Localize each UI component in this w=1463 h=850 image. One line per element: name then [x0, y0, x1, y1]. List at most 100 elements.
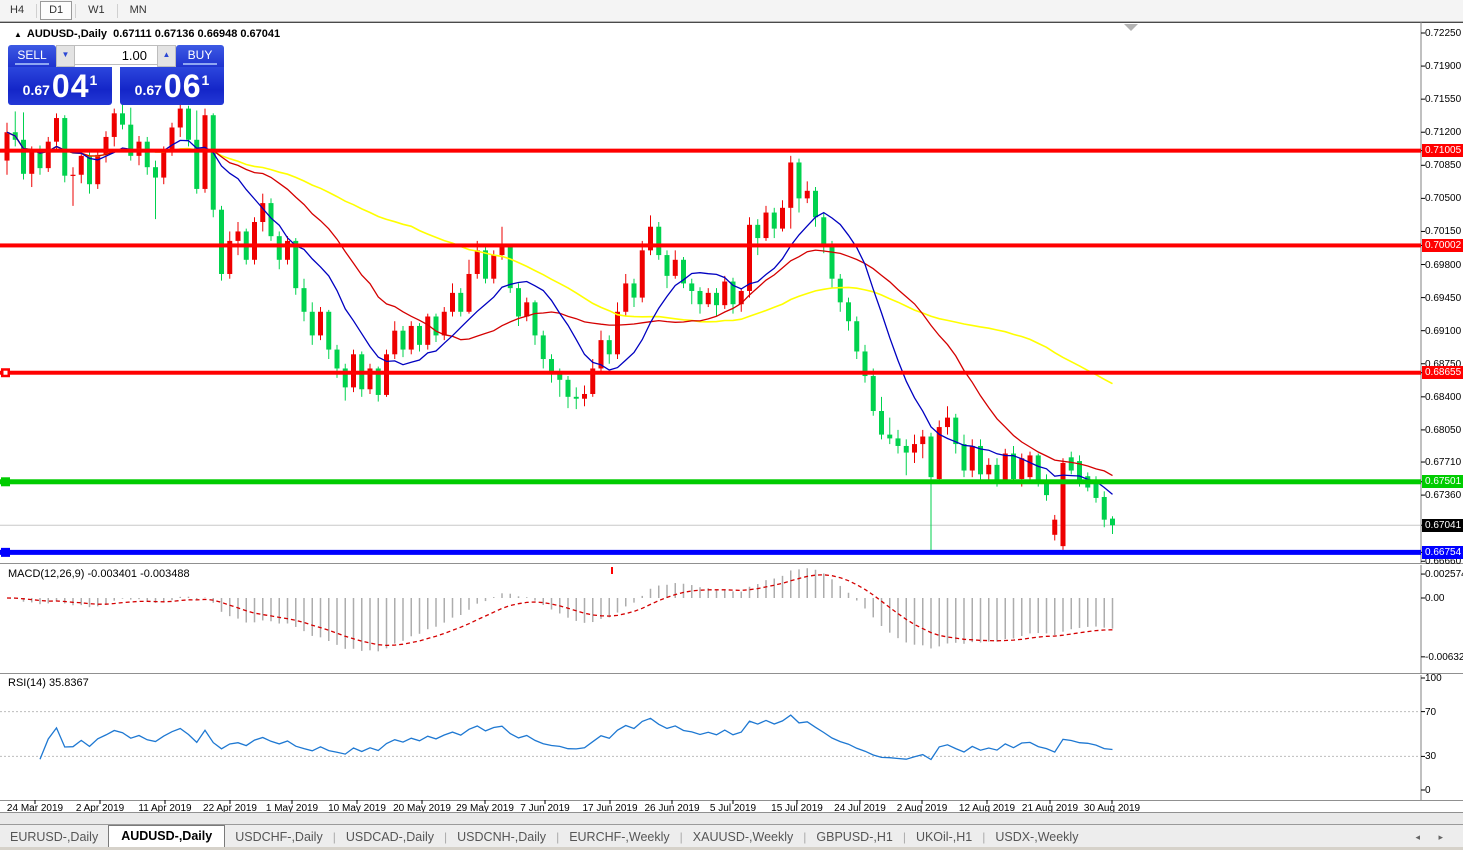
line-price-label: 0.71005 — [1422, 144, 1463, 158]
sell-price-display[interactable]: 0.67 04 1 — [8, 67, 112, 105]
date-axis-label[interactable]: 2 Aug 2019 — [896, 803, 948, 814]
macd-axis-label: 0.002574 — [1425, 569, 1463, 581]
volume-increase-button[interactable]: ▲ — [157, 45, 176, 67]
date-axis-label[interactable]: 24 Jul 2019 — [834, 803, 886, 814]
rsi-name: RSI(14) — [8, 677, 46, 689]
date-axis-label[interactable]: 20 May 2019 — [393, 803, 451, 814]
chart-symbol-label: AUDUSD-,Daily — [26, 28, 107, 40]
line-price-label: 0.68655 — [1422, 366, 1463, 380]
window-bottom-edge — [0, 847, 1463, 850]
date-axis-label[interactable]: 1 May 2019 — [265, 803, 319, 814]
date-axis-label[interactable]: 26 Jun 2019 — [644, 803, 700, 814]
macd-indicator-label: MACD(12,26,9) -0.003401 -0.003488 — [8, 568, 190, 580]
chart-area[interactable]: ▲ AUDUSD-,Daily 0.67111 0.67136 0.66948 0… — [0, 21, 1463, 823]
rsi-axis-label: 30 — [1425, 751, 1437, 763]
date-axis-label[interactable]: 12 Aug 2019 — [958, 803, 1016, 814]
date-axis-label[interactable]: 21 Aug 2019 — [1021, 803, 1079, 814]
buy-price-prefix: 0.67 — [134, 82, 162, 98]
price-axis-tick-label[interactable]: 0.67710 — [1425, 457, 1462, 469]
price-axis-tick-label[interactable]: 0.71550 — [1425, 94, 1462, 106]
price-axis-tick-label[interactable]: 0.68050 — [1425, 424, 1462, 436]
date-axis-label[interactable]: 22 Apr 2019 — [203, 803, 257, 814]
timeframe-toolbar: H4 D1 W1 MN — [0, 0, 1463, 22]
rsi-axis-label: 70 — [1425, 706, 1437, 718]
timeframe-button-d1[interactable]: D1 — [40, 1, 73, 20]
buy-button[interactable]: BUY — [176, 45, 224, 67]
tab-separator: | — [803, 830, 807, 844]
price-axis-tick-label[interactable]: 0.67360 — [1425, 490, 1462, 502]
tab-separator: | — [556, 830, 560, 844]
chart-tab-gbpusd[interactable]: GBPUSD-,H1 — [816, 830, 893, 844]
chart-tab-eurusd[interactable]: EURUSD-,Daily — [10, 830, 99, 844]
macd-axis-label: 0.00 — [1425, 593, 1445, 604]
timeframe-button-w1[interactable]: W1 — [88, 4, 105, 16]
price-axis-tick-label[interactable]: 0.69100 — [1425, 325, 1462, 337]
date-axis-label[interactable]: 5 Jul 2019 — [709, 803, 757, 814]
rsi-axis-label: 100 — [1425, 673, 1442, 684]
toolbar-separator — [75, 3, 77, 18]
chart-title: ▲ AUDUSD-,Daily 0.67111 0.67136 0.66948 0… — [14, 28, 280, 40]
tab-separator: | — [332, 830, 336, 844]
sell-price-main: 04 — [51, 67, 90, 104]
volume-decrease-button[interactable]: ▼ — [56, 45, 75, 67]
line-price-label: 0.67501 — [1422, 475, 1463, 489]
rsi-current-value: 35.8367 — [48, 677, 89, 689]
chart-tab-audusd[interactable]: AUDUSD-,Daily — [108, 825, 226, 848]
chart-ohlc-values: 0.67111 0.67136 0.66948 0.67041 — [113, 28, 281, 40]
price-axis-tick-label[interactable]: 0.68750 — [1425, 358, 1462, 370]
chart-tab-xauusd[interactable]: XAUUSD-,Weekly — [692, 830, 794, 844]
chart-tab-usdchf[interactable]: USDCHF-,Daily — [235, 830, 323, 844]
toolbar-separator — [116, 3, 118, 18]
price-axis-tick-label[interactable]: 0.70500 — [1425, 193, 1462, 205]
price-axis-tick-label[interactable]: 0.71900 — [1425, 61, 1462, 73]
toolbar-separator — [36, 3, 38, 18]
one-click-trading-panel: SELL ▼ ▲ BUY 0.67 04 1 0.67 06 1 — [8, 45, 224, 105]
date-axis-label[interactable]: 7 Jun 2019 — [520, 803, 570, 814]
date-axis-label[interactable]: 30 Aug 2019 — [1083, 803, 1141, 814]
date-axis-label[interactable]: 2 Apr 2019 — [75, 803, 125, 814]
date-axis-label[interactable]: 11 Apr 2019 — [138, 803, 192, 814]
price-axis-tick-label[interactable]: 0.66660 — [1425, 556, 1462, 568]
sell-price-prefix: 0.67 — [22, 82, 50, 98]
date-axis-label[interactable]: 15 Jul 2019 — [771, 803, 823, 814]
price-axis-tick-label[interactable]: 0.69450 — [1425, 292, 1462, 304]
line-price-label: 0.66754 — [1422, 545, 1463, 559]
collapse-triangle-icon: ▲ — [14, 30, 22, 39]
chart-tab-ukoil[interactable]: UKOil-,H1 — [915, 830, 973, 844]
tab-separator: | — [902, 830, 906, 844]
date-axis-label[interactable]: 10 May 2019 — [328, 803, 386, 814]
chart-tab-eurchf[interactable]: EURCHF-,Weekly — [569, 830, 670, 844]
price-axis-tick-label[interactable]: 0.71200 — [1425, 127, 1462, 139]
rsi-axis-label: 0 — [1425, 785, 1431, 796]
macd-name: MACD(12,26,9) — [8, 568, 85, 580]
timeframe-button-h4[interactable]: H4 — [10, 4, 25, 16]
chart-tab-usdcad[interactable]: USDCAD-,Daily — [345, 830, 435, 844]
buy-price-pipette: 1 — [201, 72, 210, 88]
volume-input[interactable] — [75, 45, 157, 65]
date-axis-label[interactable]: 29 May 2019 — [456, 803, 514, 814]
tab-scroll-arrows[interactable]: ◂ ▸ — [1415, 832, 1451, 842]
price-axis-tick-label[interactable]: 0.69800 — [1425, 259, 1462, 271]
buy-price-display[interactable]: 0.67 06 1 — [120, 67, 224, 105]
date-axis-label[interactable]: 24 Mar 2019 — [6, 803, 64, 814]
buy-price-main: 06 — [163, 67, 202, 104]
current-price-label: 0.67041 — [1422, 518, 1463, 532]
price-chart-canvas[interactable] — [0, 21, 1463, 823]
sell-button[interactable]: SELL — [8, 45, 56, 67]
macd-axis-label: -0.006326 — [1425, 651, 1463, 663]
chart-tab-usdcnh[interactable]: USDCNH-,Daily — [457, 830, 547, 844]
sell-price-pipette: 1 — [89, 72, 98, 88]
chart-tab-bar: EURUSD-,Daily AUDUSD-,Daily USDCHF-,Daily |… — [0, 824, 1463, 848]
tab-separator: | — [982, 830, 986, 844]
price-axis-tick-label[interactable]: 0.70150 — [1425, 226, 1462, 238]
timeframe-button-mn[interactable]: MN — [129, 4, 147, 16]
chart-tab-usdx[interactable]: USDX-,Weekly — [995, 830, 1079, 844]
price-axis-tick-label[interactable]: 0.68400 — [1425, 391, 1462, 403]
tab-separator: | — [679, 830, 683, 844]
price-axis-tick-label[interactable]: 0.72250 — [1425, 28, 1462, 39]
rsi-indicator-label: RSI(14) 35.8367 — [8, 677, 89, 689]
tab-separator: | — [444, 830, 448, 844]
price-axis-tick-label[interactable]: 0.70850 — [1425, 160, 1462, 172]
date-axis-label[interactable]: 17 Jun 2019 — [582, 803, 638, 814]
